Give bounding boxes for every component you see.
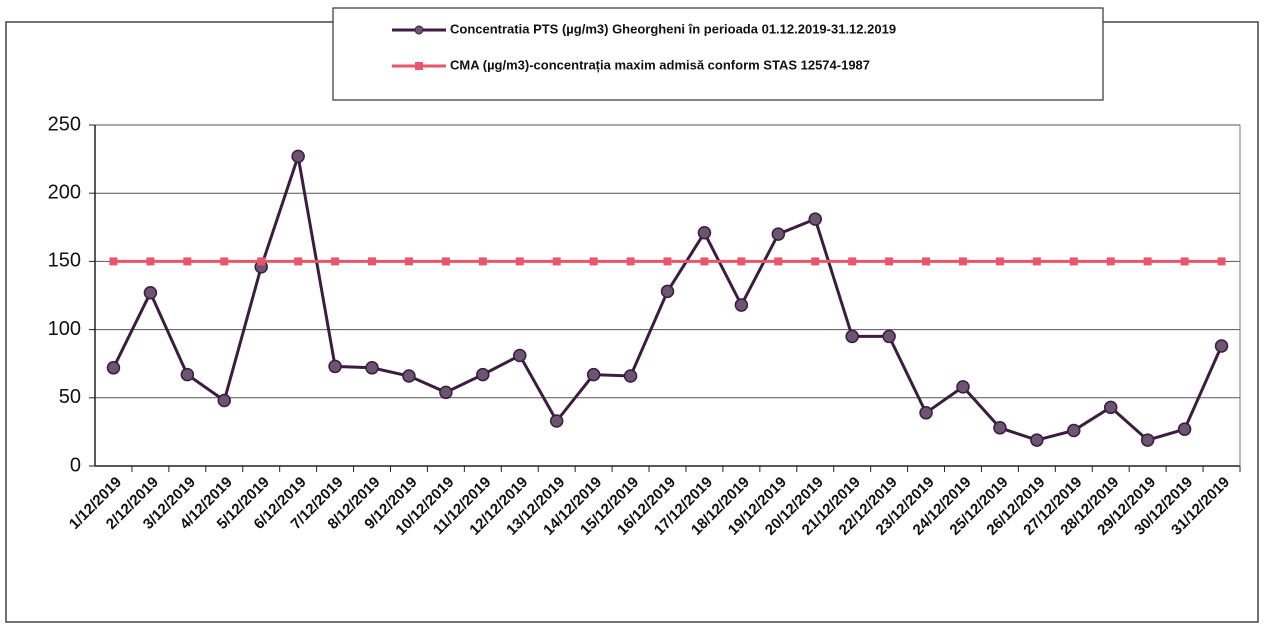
point (476, 367, 490, 382)
legend-box (332, 7, 1104, 101)
point (626, 257, 635, 266)
point (439, 385, 453, 400)
y-tick-label: 100 (48, 318, 81, 340)
point (774, 257, 783, 266)
point (993, 421, 1007, 435)
point (586, 367, 601, 382)
point (922, 257, 931, 266)
point (478, 257, 487, 266)
legend-marker (414, 25, 424, 35)
point (1140, 433, 1155, 447)
point (291, 149, 305, 164)
point (513, 348, 527, 363)
point (552, 257, 561, 266)
point (848, 257, 857, 266)
point (549, 414, 564, 428)
legend-label: CMA (µg/m3)-concentrația maxim admisă co… (450, 57, 870, 72)
point (109, 257, 118, 266)
point (734, 298, 749, 312)
y-tick-label: 200 (48, 181, 81, 203)
point (1217, 257, 1226, 266)
point (1030, 433, 1044, 447)
point (995, 257, 1004, 266)
point (106, 361, 121, 375)
point (697, 226, 712, 240)
point (1180, 257, 1189, 266)
point (589, 257, 598, 266)
point (958, 257, 967, 266)
point (402, 369, 416, 383)
y-tick-label: 150 (48, 250, 81, 272)
point (365, 361, 379, 375)
point (956, 380, 970, 394)
point (294, 257, 303, 266)
point (441, 257, 450, 266)
point (146, 257, 155, 266)
point (183, 257, 192, 266)
point (331, 257, 340, 266)
point (663, 257, 672, 266)
point (919, 406, 933, 420)
point (515, 257, 524, 266)
point (771, 227, 786, 241)
point (328, 359, 342, 374)
point (1177, 422, 1192, 436)
point (1143, 257, 1152, 266)
legend-marker (415, 62, 423, 70)
point (623, 369, 638, 383)
point (368, 257, 377, 266)
point (220, 257, 229, 266)
point (1103, 400, 1118, 415)
point (1106, 257, 1115, 266)
point (1069, 257, 1078, 266)
point (737, 257, 746, 266)
point (811, 257, 820, 266)
point (257, 257, 266, 266)
point (808, 212, 822, 226)
point (217, 393, 232, 408)
point (1214, 339, 1229, 353)
point (885, 257, 894, 266)
point (1032, 257, 1041, 266)
point (404, 257, 413, 266)
point (660, 284, 675, 299)
point (882, 329, 896, 344)
point (845, 329, 859, 344)
point (180, 367, 195, 382)
legend-label: Concentratia PTS (µg/m3) Gheorgheni în p… (450, 21, 896, 36)
y-tick-label: 0 (70, 454, 81, 476)
y-tick-label: 50 (59, 386, 81, 408)
point (143, 286, 158, 300)
y-tick-label: 250 (48, 113, 81, 135)
point (1067, 423, 1081, 438)
point (700, 257, 709, 266)
